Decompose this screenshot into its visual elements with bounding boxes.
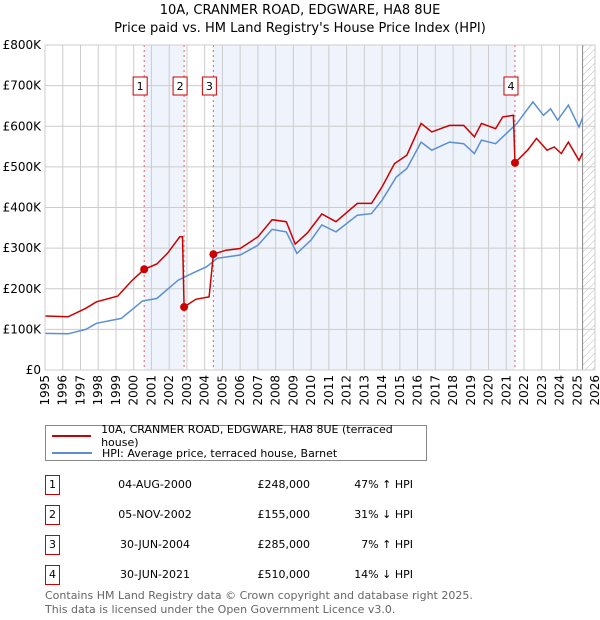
x-tick-label: 2021: [499, 375, 513, 406]
x-tick-label: 2019: [464, 375, 478, 406]
y-tick-label: £600K: [3, 119, 43, 133]
x-tick-label: 2013: [357, 375, 371, 406]
table-row: 3 30-JUN-2004 £285,000 7% ↑ HPI: [45, 535, 445, 555]
x-tick-label: 2016: [411, 375, 425, 406]
sale-marker-label: 3: [206, 80, 213, 93]
legend-swatch-red: [52, 435, 92, 437]
x-tick-label: 2009: [286, 375, 300, 406]
x-tick-label: 2000: [127, 375, 141, 406]
sale-marker-label: 2: [177, 80, 184, 93]
sale-price: £285,000: [257, 538, 311, 551]
legend-item-property: 10A, CRANMER ROAD, EDGWARE, HA8 8UE (ter…: [52, 423, 426, 449]
x-tick-label: 2026: [588, 375, 600, 406]
y-tick-label: £700K: [3, 79, 43, 93]
x-tick-label: 2006: [233, 375, 247, 406]
x-tick-label: 2020: [482, 375, 496, 406]
chart-plot: 1995 1996 1997 1998 1999 2000 2001 2002 2003 2004…: [3, 38, 600, 406]
x-tick-label: 2018: [446, 375, 460, 406]
x-tick-label: 2004: [198, 375, 212, 406]
x-tick-label: 2014: [375, 375, 389, 406]
x-tick-label: 2024: [553, 375, 567, 406]
sale-number: 1: [45, 475, 60, 495]
sale-point: [180, 303, 189, 312]
table-row: 4 30-JUN-2021 £510,000 14% ↓ HPI: [45, 565, 445, 585]
x-tick-label: 2017: [428, 375, 442, 406]
footer-licence: This data is licensed under the Open Gov…: [45, 603, 396, 616]
y-tick-label: £200K: [3, 282, 43, 296]
x-tick-label: 2008: [269, 375, 283, 406]
legend-item-hpi: HPI: Average price, terraced house, Barn…: [52, 445, 337, 461]
x-tick-label: 1997: [73, 375, 87, 406]
sale-hpi: 7% ↑ HPI: [361, 538, 413, 551]
chart-title: 10A, CRANMER ROAD, EDGWARE, HA8 8UE: [159, 3, 441, 18]
sale-hpi: 31% ↓ HPI: [354, 508, 413, 521]
x-tick-label: 2003: [180, 375, 194, 406]
sale-hpi: 14% ↓ HPI: [354, 568, 413, 581]
x-tick-label: 2015: [393, 375, 407, 406]
sale-date: 30-JUN-2021: [119, 568, 191, 581]
x-tick-label: 2001: [144, 375, 158, 406]
sale-marker-box: [503, 76, 519, 96]
x-tick-label: 2007: [251, 375, 265, 406]
x-tick-label: 2025: [570, 375, 584, 406]
sale-price: £248,000: [257, 478, 311, 491]
y-tick-label: £800K: [3, 38, 43, 52]
sale-price: £155,000: [257, 508, 311, 521]
x-tick-label: 2011: [322, 375, 336, 406]
x-tick-label: 1996: [56, 375, 70, 406]
sale-number: 3: [45, 535, 60, 555]
x-tick-label: 2022: [517, 375, 531, 406]
legend-label: HPI: Average price, terraced house, Barn…: [102, 446, 338, 460]
table-row: 2 05-NOV-2002 £155,000 31% ↓ HPI: [45, 505, 445, 525]
y-tick-label: £400K: [3, 201, 43, 215]
footer-copyright: Contains HM Land Registry data © Crown c…: [45, 589, 473, 602]
sale-marker-label: 1: [137, 80, 144, 93]
sale-date: 05-NOV-2002: [118, 508, 192, 521]
y-tick-label: £100K: [3, 322, 43, 336]
x-tick-label: 2002: [162, 375, 176, 406]
sale-point: [209, 250, 218, 259]
legend: 10A, CRANMER ROAD, EDGWARE, HA8 8UE (ter…: [45, 423, 427, 461]
y-tick-label: £300K: [3, 241, 43, 255]
sale-hpi: 47% ↑ HPI: [354, 478, 413, 491]
sale-marker-box: [172, 76, 188, 96]
legend-swatch-blue: [52, 452, 92, 454]
x-tick-label: 1995: [38, 375, 52, 406]
y-tick-label: £500K: [3, 160, 43, 174]
sale-date: 30-JUN-2004: [119, 538, 191, 551]
sale-point: [140, 265, 149, 274]
sale-price: £510,000: [257, 568, 311, 581]
x-tick-label: 2012: [340, 375, 354, 406]
sale-marker-label: 4: [507, 80, 514, 93]
x-tick-label: 1998: [91, 375, 105, 406]
sale-point: [510, 158, 519, 167]
sale-marker-box: [132, 76, 148, 96]
plot-border: [44, 44, 596, 371]
sale-number: 2: [45, 505, 60, 525]
chart-subtitle: Price paid vs. HM Land Registry's House …: [114, 21, 486, 36]
sale-date: 04-AUG-2000: [118, 478, 192, 491]
x-tick-label: 2010: [304, 375, 318, 406]
y-tick-label: £0: [26, 363, 41, 377]
x-tick-label: 2023: [535, 375, 549, 406]
x-tick-label: 2005: [215, 375, 229, 406]
sale-number: 4: [45, 565, 60, 585]
x-tick-label: 1999: [109, 375, 123, 406]
table-row: 1 04-AUG-2000 £248,000 47% ↑ HPI: [45, 475, 445, 495]
hpi-line: [44, 100, 584, 335]
sale-marker-box: [201, 76, 217, 96]
price-line: [44, 114, 584, 318]
legend-label: 10A, CRANMER ROAD, EDGWARE, HA8 8UE (ter…: [101, 423, 393, 449]
